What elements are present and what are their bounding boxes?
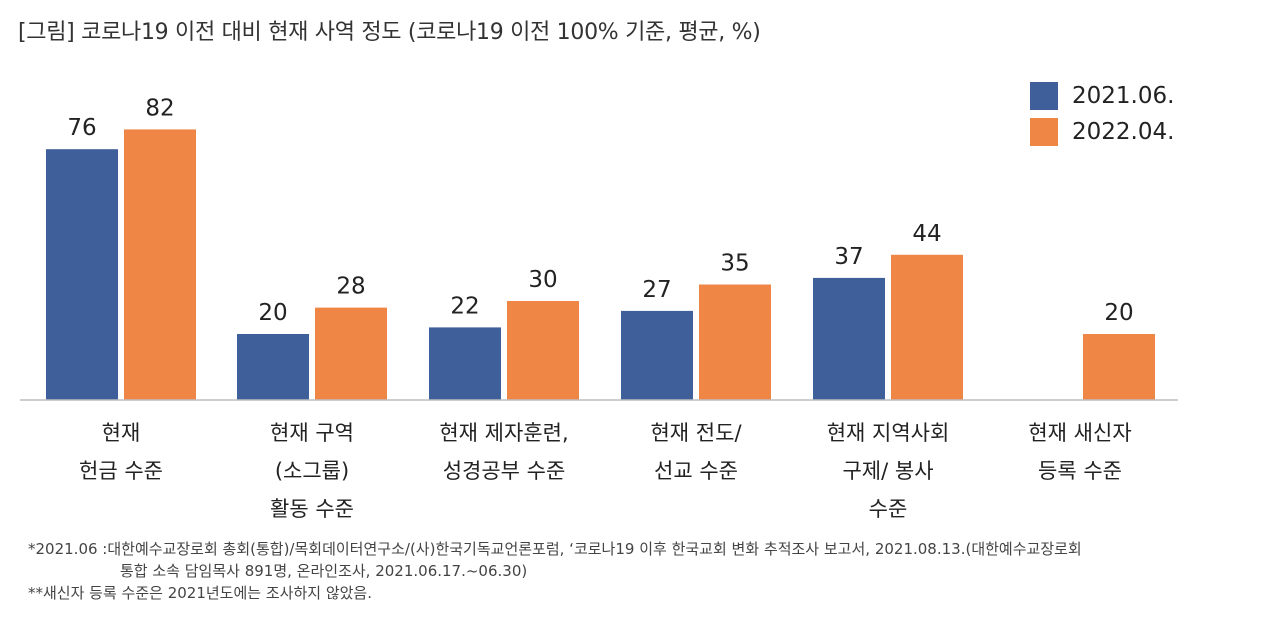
data-label-2022-1: 28 bbox=[336, 274, 365, 300]
footnotes: *2021.06 : 대한예수교장로회 총회(통합)/목회데이터연구소/(사)한… bbox=[28, 538, 1082, 604]
legend: 2021.06. 2022.04. bbox=[1030, 80, 1174, 152]
category-label-2-1: 성경공부 수준 bbox=[443, 459, 566, 483]
legend-label-2021: 2021.06. bbox=[1072, 83, 1175, 109]
footnote-newcomer-text: **새신자 등록 수준은 2021년도에는 조사하지 않았음. bbox=[28, 584, 372, 602]
data-label-2021-3: 27 bbox=[642, 277, 671, 303]
category-label-3-0: 현재 전도/ bbox=[650, 421, 742, 445]
category-label-0-0: 현재 bbox=[102, 421, 141, 445]
data-label-2021-0: 76 bbox=[67, 115, 96, 141]
category-label-2-0: 현재 제자훈련, bbox=[439, 421, 568, 445]
legend-swatch-2022 bbox=[1030, 118, 1058, 146]
category-label-1-0: 현재 구역 bbox=[270, 421, 354, 445]
data-label-2021-2: 22 bbox=[450, 293, 479, 319]
category-label-1-1: (소그룹) bbox=[275, 459, 349, 483]
category-label-4-0: 현재 지역사회 bbox=[827, 421, 950, 445]
bar-2022-4 bbox=[891, 254, 963, 400]
bar-2022-5 bbox=[1083, 334, 1155, 400]
footnote-text: 대한예수교장로회 총회(통합)/목회데이터연구소/(사)한국기독교언론포럼, ‘… bbox=[107, 540, 1082, 558]
category-label-4-1: 구제/ 봉사 bbox=[842, 459, 933, 483]
category-label-5-1: 등록 수준 bbox=[1038, 459, 1122, 483]
bar-2022-3 bbox=[699, 284, 771, 400]
chart-title: [그림] 코로나19 이전 대비 현재 사역 정도 (코로나19 이전 100%… bbox=[18, 20, 761, 45]
bar-2021-3 bbox=[621, 310, 693, 400]
footnote-source: *2021.06 : 대한예수교장로회 총회(통합)/목회데이터연구소/(사)한… bbox=[28, 538, 1082, 560]
bar-2022-1 bbox=[315, 307, 387, 400]
footnote-key: *2021.06 : bbox=[28, 540, 108, 558]
data-label-2022-0: 82 bbox=[145, 95, 174, 121]
bar-2021-1 bbox=[237, 334, 309, 400]
bar-2021-4 bbox=[813, 277, 885, 400]
category-label-1-2: 활동 수준 bbox=[270, 497, 354, 521]
legend-item-2021: 2021.06. bbox=[1030, 80, 1174, 112]
data-label-2022-4: 44 bbox=[912, 221, 941, 247]
category-label-3-1: 선교 수준 bbox=[654, 459, 738, 483]
bar-2021-0 bbox=[46, 149, 118, 400]
legend-label-2022: 2022.04. bbox=[1072, 119, 1175, 145]
bar-2022-0 bbox=[124, 129, 196, 400]
footnote-newcomer: **새신자 등록 수준은 2021년도에는 조사하지 않았음. bbox=[28, 582, 1082, 604]
data-label-2021-1: 20 bbox=[258, 300, 287, 326]
category-label-4-2: 수준 bbox=[869, 497, 908, 521]
bar-2022-2 bbox=[507, 301, 579, 400]
legend-item-2022: 2022.04. bbox=[1030, 116, 1174, 148]
legend-swatch-2021 bbox=[1030, 82, 1058, 110]
category-label-0-1: 헌금 수준 bbox=[79, 459, 163, 483]
footnote-source-cont: 통합 소속 담임목사 891명, 온라인조사, 2021.06.17.~06.3… bbox=[28, 560, 1082, 582]
footnote-text-cont: 통합 소속 담임목사 891명, 온라인조사, 2021.06.17.~06.3… bbox=[120, 562, 528, 580]
category-label-5-0: 현재 새신자 bbox=[1028, 421, 1131, 445]
data-label-2022-2: 30 bbox=[528, 267, 557, 293]
data-label-2021-4: 37 bbox=[834, 244, 863, 270]
data-label-2022-5: 20 bbox=[1104, 300, 1133, 326]
bar-2021-2 bbox=[429, 327, 501, 400]
data-label-2022-3: 35 bbox=[720, 251, 749, 277]
